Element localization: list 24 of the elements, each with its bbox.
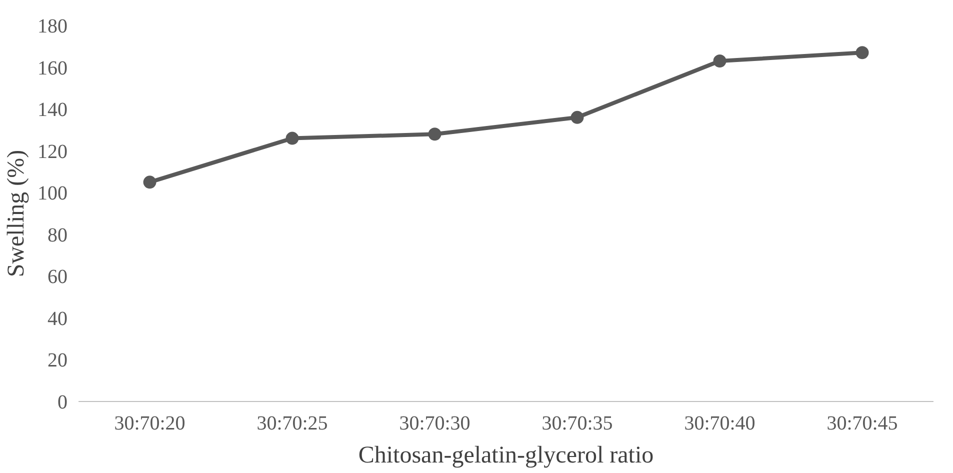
y-tick-label: 120 (38, 140, 68, 163)
x-tick-label: 30:70:25 (256, 412, 328, 434)
y-tick-label: 80 (48, 224, 68, 246)
x-tick-label: 30:70:30 (399, 412, 470, 434)
point (856, 46, 869, 60)
x-tick-label: 30:70:35 (542, 412, 613, 434)
x-axis-title: Chitosan-gelatin-glycerol ratio (358, 442, 654, 468)
y-tick-label: 0 (58, 392, 68, 414)
point (286, 132, 299, 145)
y-tick-label: 180 (38, 16, 68, 38)
point (143, 176, 156, 189)
x-tick-label: 30:70:40 (684, 412, 756, 434)
y-tick-label: 100 (38, 182, 68, 205)
point (570, 110, 584, 124)
y-axis-title: Swelling (%) (4, 150, 30, 278)
y-tick-label: 140 (38, 99, 68, 122)
x-tick-label: 30:70:45 (826, 412, 898, 434)
point (428, 128, 442, 141)
y-tick-label: 20 (48, 350, 68, 372)
y-tick-label: 160 (38, 57, 68, 80)
point (713, 54, 726, 68)
y-tick-label: 40 (48, 308, 68, 330)
y-tick-label: 60 (48, 266, 68, 288)
x-tick-label: 30:70:20 (114, 412, 186, 434)
